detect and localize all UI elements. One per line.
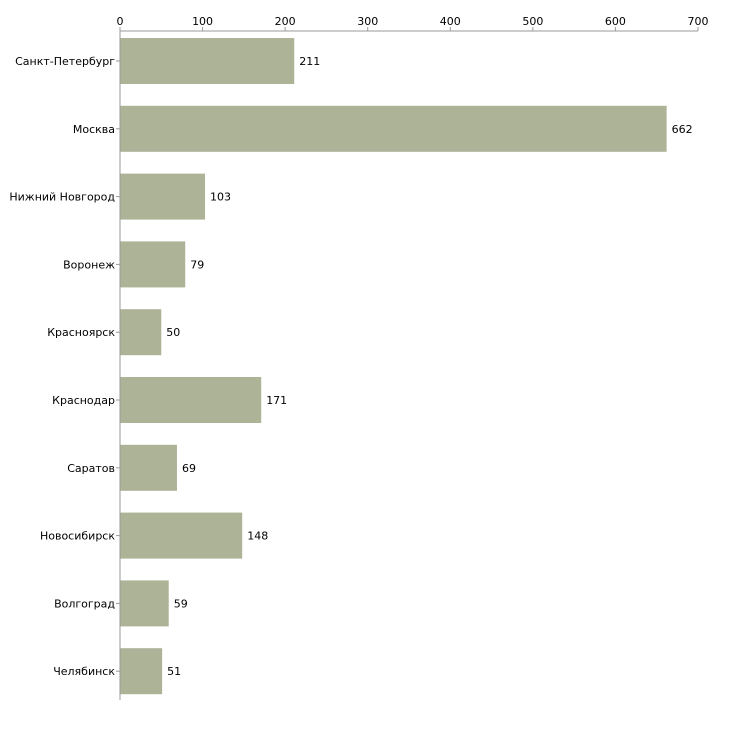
bar <box>120 512 243 559</box>
bar <box>120 648 163 695</box>
axes-group: 0 100 200 300 400 500 600 700 <box>116 15 709 700</box>
x-tick-label: 200 <box>275 15 296 28</box>
data-label: 171 <box>266 394 287 407</box>
category-label: Саратов <box>67 462 115 475</box>
bars-group <box>120 38 667 695</box>
category-label: Красноярск <box>47 326 115 339</box>
category-label: Волгоград <box>54 597 115 610</box>
bar <box>120 377 262 423</box>
bar <box>120 38 295 84</box>
bar <box>120 309 162 356</box>
x-tick-label: 300 <box>357 15 378 28</box>
bar <box>120 580 169 627</box>
bar <box>120 241 186 288</box>
category-label: Санкт-Петербург <box>15 55 115 68</box>
x-tick-label: 500 <box>522 15 543 28</box>
data-label: 69 <box>182 462 196 475</box>
bar <box>120 173 206 220</box>
data-label: 51 <box>167 665 181 678</box>
data-label: 148 <box>247 530 268 543</box>
labels-group: Санкт-Петербург 211 Москва 662 Нижний Новгор… <box>9 55 692 678</box>
category-label: Нижний Новгород <box>9 191 115 204</box>
data-label: 103 <box>210 191 231 204</box>
x-tick-label: 100 <box>192 15 213 28</box>
data-label: 79 <box>190 258 204 271</box>
bar <box>120 444 177 491</box>
data-label: 211 <box>299 55 320 68</box>
data-label: 59 <box>174 597 188 610</box>
data-label: 662 <box>672 123 693 136</box>
category-label: Краснодар <box>52 394 115 407</box>
category-label: Новосибирск <box>40 530 115 543</box>
bar <box>120 105 667 152</box>
x-tick-label: 600 <box>605 15 626 28</box>
x-tick-label: 700 <box>688 15 709 28</box>
data-label: 50 <box>166 326 180 339</box>
category-label: Москва <box>73 123 115 136</box>
x-tick-label: 0 <box>117 15 124 28</box>
category-label: Воронеж <box>63 258 115 271</box>
x-tick-label: 400 <box>440 15 461 28</box>
category-label: Челябинск <box>53 665 115 678</box>
